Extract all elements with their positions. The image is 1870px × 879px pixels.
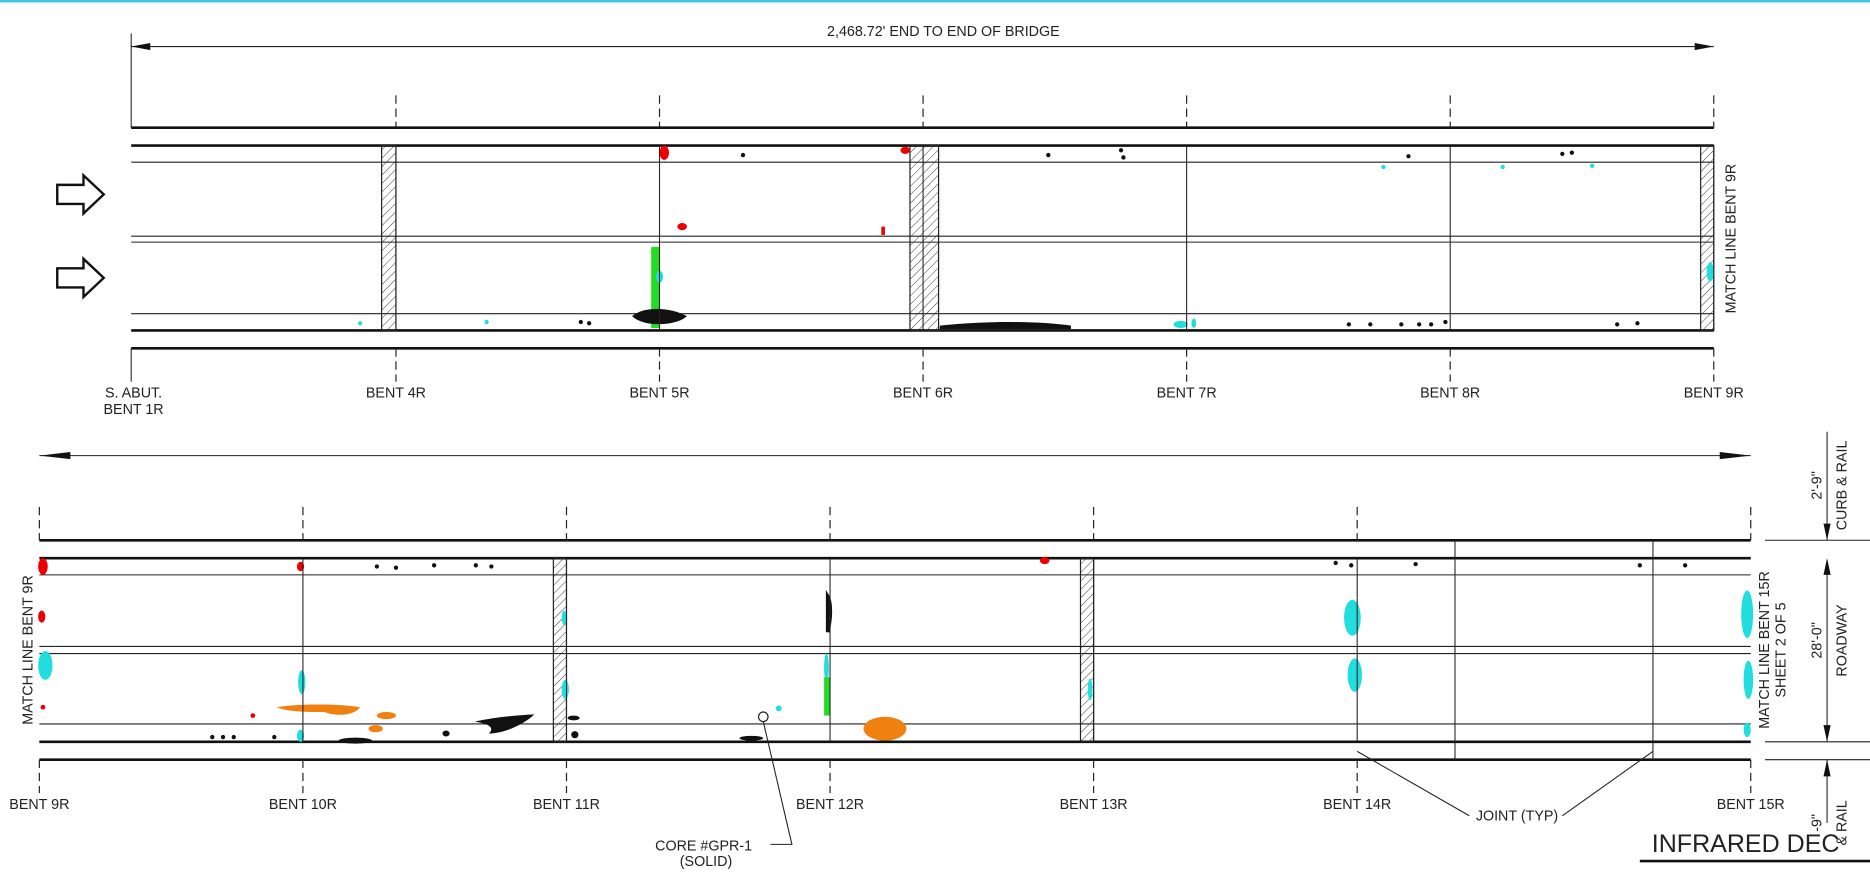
support-label: BENT 9R [1684, 385, 1744, 401]
core-label: CORE #GPR-1 [655, 839, 752, 855]
bottom-plan: MATCH LINE BENT 9R MATCH LINE BENT 15R S… [9, 452, 1790, 870]
dimension-text: 2,468.72' END TO END OF BRIDGE [827, 24, 1060, 40]
top-border [0, 0, 1870, 3]
joint [909, 144, 940, 331]
joint [1700, 144, 1715, 331]
joint [381, 144, 397, 331]
support-label: BENT 14R [1323, 797, 1391, 813]
defects [358, 145, 1714, 330]
section-dim: 28'-0" [1809, 622, 1825, 658]
support-label: BENT 13R [1060, 797, 1128, 813]
traffic-arrows [56, 172, 106, 300]
section-dimensions [1765, 431, 1870, 823]
match-line: MATCH LINE BENT 9R [20, 575, 36, 725]
support-label: BENT 6R [893, 385, 953, 401]
core-symbol [757, 711, 769, 723]
section-dim: -9" [1809, 814, 1825, 832]
support-label: BENT 9R [9, 797, 69, 813]
support-label: BENT 4R [366, 385, 426, 401]
core-note: (SOLID) [680, 854, 732, 870]
support-label: BENT 15R [1717, 797, 1785, 813]
leaders [762, 721, 1654, 845]
support-label: BENT 8R [1420, 385, 1480, 401]
defects [38, 556, 1754, 744]
section-label: & RAIL [1834, 800, 1850, 845]
support-label: BENT 1R [104, 402, 164, 418]
deck-edges [39, 538, 1751, 762]
joint [1079, 557, 1095, 743]
support-label: BENT 12R [796, 797, 864, 813]
joint [552, 557, 568, 743]
top-plan: 2,468.72' END TO END OF BRIDGE MATCH LIN… [56, 24, 1744, 418]
joint-label: JOINT (TYP) [1476, 809, 1558, 825]
sheet-note: SHEET 2 OF 5 [1774, 602, 1790, 697]
section-label: CURB & RAIL [1834, 440, 1850, 530]
section-dim: 2'-9" [1809, 471, 1825, 499]
support-label: BENT 11R [533, 797, 600, 813]
support-label: BENT 7R [1157, 385, 1217, 401]
section-label: ROADWAY [1834, 604, 1850, 677]
drawing-title: INFRARED DEC [1652, 830, 1840, 858]
match-line: MATCH LINE BENT 9R [1723, 164, 1739, 314]
support-label: S. ABUT. [105, 385, 162, 401]
support-label: BENT 10R [269, 797, 337, 813]
match-line: MATCH LINE BENT 15R [1757, 571, 1773, 729]
support-label: BENT 5R [629, 385, 689, 401]
